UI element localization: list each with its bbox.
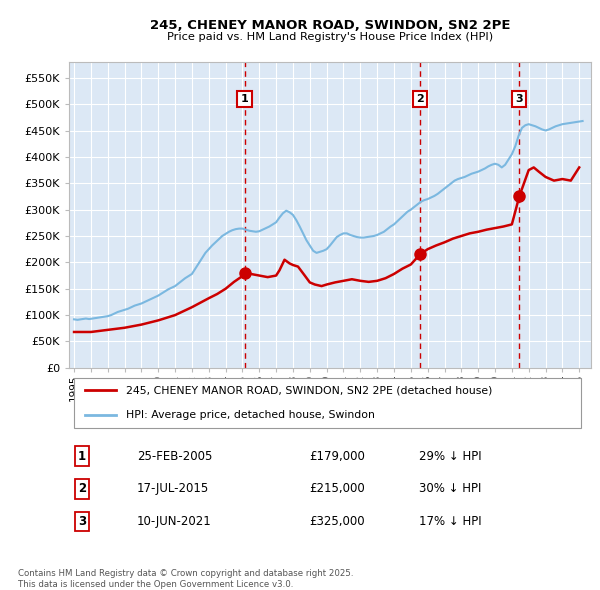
Text: 245, CHENEY MANOR ROAD, SWINDON, SN2 2PE (detached house): 245, CHENEY MANOR ROAD, SWINDON, SN2 2PE… <box>127 385 493 395</box>
Text: 29% ↓ HPI: 29% ↓ HPI <box>419 450 481 463</box>
Text: Price paid vs. HM Land Registry's House Price Index (HPI): Price paid vs. HM Land Registry's House … <box>167 32 493 42</box>
Text: Contains HM Land Registry data © Crown copyright and database right 2025.
This d: Contains HM Land Registry data © Crown c… <box>18 569 353 589</box>
Text: 245, CHENEY MANOR ROAD, SWINDON, SN2 2PE: 245, CHENEY MANOR ROAD, SWINDON, SN2 2PE <box>150 19 510 32</box>
Text: 2: 2 <box>78 483 86 496</box>
Text: 17% ↓ HPI: 17% ↓ HPI <box>419 515 481 528</box>
Text: 3: 3 <box>78 515 86 528</box>
Text: 1: 1 <box>78 450 86 463</box>
Text: 1: 1 <box>241 94 248 104</box>
Text: £215,000: £215,000 <box>309 483 365 496</box>
Text: £325,000: £325,000 <box>309 515 365 528</box>
Text: 2: 2 <box>416 94 424 104</box>
Text: £179,000: £179,000 <box>309 450 365 463</box>
Text: 3: 3 <box>515 94 523 104</box>
Text: 30% ↓ HPI: 30% ↓ HPI <box>419 483 481 496</box>
FancyBboxPatch shape <box>74 378 581 428</box>
Text: 17-JUL-2015: 17-JUL-2015 <box>137 483 209 496</box>
Text: 10-JUN-2021: 10-JUN-2021 <box>137 515 212 528</box>
Text: HPI: Average price, detached house, Swindon: HPI: Average price, detached house, Swin… <box>127 411 375 421</box>
Text: 25-FEB-2005: 25-FEB-2005 <box>137 450 212 463</box>
